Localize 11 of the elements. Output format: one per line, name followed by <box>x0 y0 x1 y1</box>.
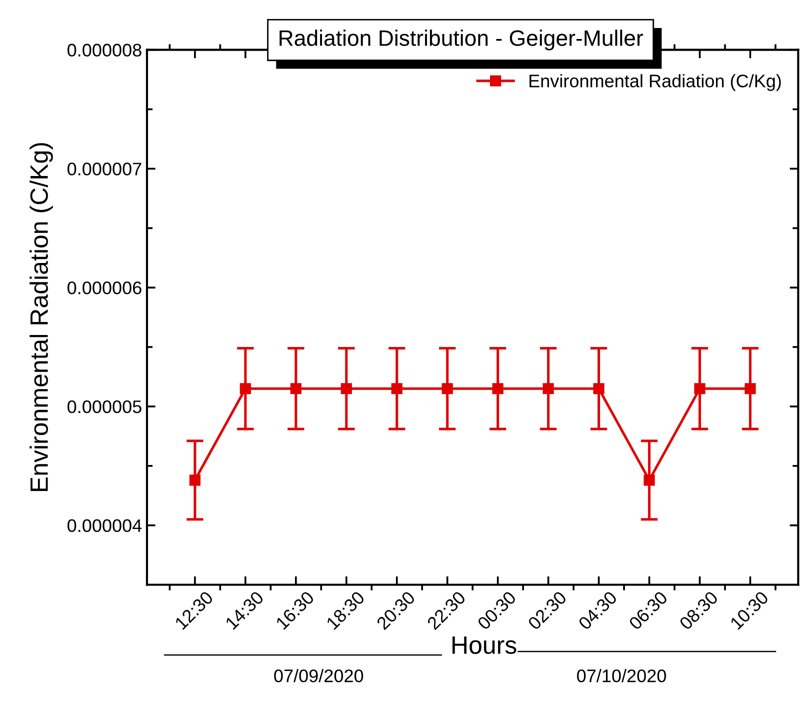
y-axis-title: Environmental Radiation (C/Kg) <box>30 143 53 492</box>
x-axis-title: Hours <box>452 636 516 654</box>
y-tick-label: 0.000007 <box>68 162 142 176</box>
legend-label: Environmental Radiation (C/Kg) <box>530 74 781 91</box>
chart-title: Radiation Distribution - Geiger-Muller <box>280 30 644 50</box>
y-tick-label: 0.000008 <box>68 44 142 57</box>
text: 07/10/2020 <box>577 669 666 682</box>
text: 07/09/2020 <box>274 669 364 682</box>
y-tick-label: 0.000006 <box>68 282 142 294</box>
y-tick-label: 0.000004 <box>68 519 142 532</box>
y-tick-label: 0.000005 <box>68 400 142 414</box>
